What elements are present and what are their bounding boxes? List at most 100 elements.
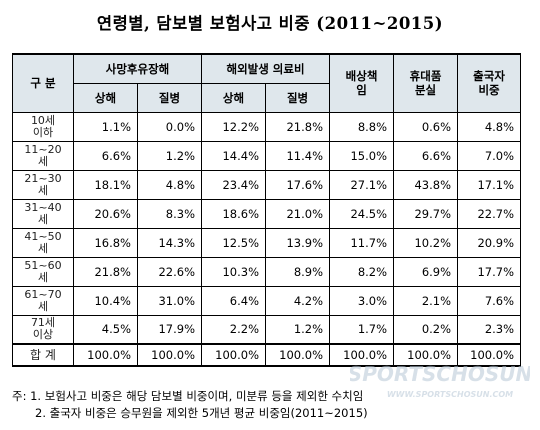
table-cell: 1.2%	[265, 314, 331, 345]
row-label-text: 11~20세	[24, 142, 62, 168]
table-cell: 4.2%	[265, 285, 331, 316]
table-cell: 1.2%	[136, 140, 203, 171]
header-departure-ratio-label: 출국자비중	[473, 69, 505, 98]
header-departure-ratio: 출국자비중	[457, 53, 522, 113]
table-cell: 11.7%	[329, 227, 395, 258]
table-cell: 24.5%	[329, 198, 395, 229]
table-row: 41~50세 16.8% 14.3% 12.5% 13.9% 11.7% 10.…	[12, 227, 522, 258]
header-death-disability: 사망후유장해	[72, 53, 203, 84]
table-cell: 17.6%	[265, 169, 331, 200]
table-cell: 6.9%	[393, 256, 459, 287]
table-cell: 4.8%	[136, 169, 203, 200]
header-gubun: 구 분	[12, 53, 74, 113]
row-label-text: 10세이하	[30, 113, 56, 139]
table-cell: 31.0%	[136, 285, 203, 316]
header-liability-label: 배상책임	[345, 69, 378, 98]
table-cell: 12.2%	[201, 111, 267, 142]
subheader-injury-2: 상해	[201, 82, 267, 113]
table-cell: 27.1%	[329, 169, 395, 200]
table-cell: 6.6%	[73, 140, 138, 171]
subheader-disease-2: 질병	[265, 82, 331, 113]
table-row: 11~20세 6.6% 1.2% 14.4% 11.4% 15.0% 6.6% …	[12, 140, 522, 171]
table-cell: 8.8%	[329, 111, 395, 142]
table-cell: 3.0%	[329, 285, 395, 316]
table-cell: 17.7%	[457, 256, 522, 287]
table-cell: 14.4%	[201, 140, 267, 171]
table-cell: 10.3%	[201, 256, 267, 287]
row-label: 21~30세	[12, 169, 74, 200]
header-portable-loss-label: 휴대품분실	[409, 69, 442, 98]
table-cell: 15.0%	[329, 140, 395, 171]
total-cell: 100.0%	[73, 343, 138, 367]
table-cell: 8.3%	[136, 198, 203, 229]
table-cell: 6.6%	[393, 140, 459, 171]
total-cell: 100.0%	[393, 343, 459, 367]
row-label: 10세이하	[12, 111, 74, 142]
table-cell: 29.7%	[393, 198, 459, 229]
table-row: 10세이하 1.1% 0.0% 12.2% 21.8% 8.8% 0.6% 4.…	[12, 111, 522, 142]
table-cell: 22.7%	[457, 198, 522, 229]
table-cell: 4.8%	[457, 111, 522, 142]
table-row: 51~60세 21.8% 22.6% 10.3% 8.9% 8.2% 6.9% …	[12, 256, 522, 287]
table-row: 21~30세 18.1% 4.8% 23.4% 17.6% 27.1% 43.8…	[12, 169, 522, 200]
total-cell: 100.0%	[329, 343, 395, 367]
table-cell: 1.7%	[329, 314, 395, 345]
table-cell: 7.0%	[457, 140, 522, 171]
header-overseas-medical: 해외발생 의료비	[201, 53, 331, 84]
table-row: 71세이상 4.5% 17.9% 2.2% 1.2% 1.7% 0.2% 2.3…	[12, 314, 522, 345]
header-liability: 배상책임	[329, 53, 395, 113]
row-label-text: 61~70세	[24, 287, 62, 313]
row-label: 71세이상	[12, 314, 74, 345]
table-cell: 11.4%	[265, 140, 331, 171]
total-cell: 100.0%	[457, 343, 522, 367]
total-cell: 100.0%	[201, 343, 267, 367]
header-portable-loss: 휴대품분실	[393, 53, 459, 113]
table-cell: 8.9%	[265, 256, 331, 287]
row-label: 11~20세	[12, 140, 74, 171]
table-cell: 17.9%	[136, 314, 203, 345]
row-label: 41~50세	[12, 227, 74, 258]
row-label: 31~40세	[12, 198, 74, 229]
row-label-text: 31~40세	[24, 200, 62, 226]
table-cell: 0.0%	[136, 111, 203, 142]
table-cell: 18.6%	[201, 198, 267, 229]
table-cell: 2.3%	[457, 314, 522, 345]
table-cell: 2.1%	[393, 285, 459, 316]
subheader-injury-1: 상해	[73, 82, 138, 113]
total-cell: 100.0%	[265, 343, 331, 367]
row-label-text: 71세이상	[30, 316, 56, 342]
total-cell: 100.0%	[136, 343, 203, 367]
footnote-2: 2. 출국자 비중은 승무원을 제외한 5개년 평균 비중임(2011~2015…	[35, 406, 368, 420]
row-label: 61~70세	[12, 285, 74, 316]
table-cell: 10.2%	[393, 227, 459, 258]
total-row: 합 계 100.0% 100.0% 100.0% 100.0% 100.0% 1…	[12, 343, 522, 367]
table-cell: 22.6%	[136, 256, 203, 287]
insurance-ratio-table: 구 분 사망후유장해 해외발생 의료비 배상책임 휴대품분실 출국자비중 상해 …	[12, 53, 522, 367]
table-cell: 0.6%	[393, 111, 459, 142]
table-cell: 1.1%	[73, 111, 138, 142]
table-cell: 14.3%	[136, 227, 203, 258]
row-label: 51~60세	[12, 256, 74, 287]
table-cell: 21.8%	[265, 111, 331, 142]
subheader-disease-1: 질병	[136, 82, 203, 113]
table-cell: 7.6%	[457, 285, 522, 316]
table-cell: 20.9%	[457, 227, 522, 258]
table-row: 61~70세 10.4% 31.0% 6.4% 4.2% 3.0% 2.1% 7…	[12, 285, 522, 316]
page-title: 연령별, 담보별 보험사고 비중 (2011~2015)	[96, 14, 444, 33]
table-cell: 23.4%	[201, 169, 267, 200]
table-cell: 16.8%	[73, 227, 138, 258]
table-cell: 0.2%	[393, 314, 459, 345]
table-cell: 18.1%	[73, 169, 138, 200]
table-cell: 21.0%	[265, 198, 331, 229]
table-cell: 21.8%	[73, 256, 138, 287]
table-cell: 6.4%	[201, 285, 267, 316]
table-cell: 4.5%	[73, 314, 138, 345]
table-cell: 13.9%	[265, 227, 331, 258]
table-row: 31~40세 20.6% 8.3% 18.6% 21.0% 24.5% 29.7…	[12, 198, 522, 229]
table-cell: 43.8%	[393, 169, 459, 200]
table-cell: 10.4%	[73, 285, 138, 316]
table-cell: 8.2%	[329, 256, 395, 287]
row-label-text: 41~50세	[24, 229, 62, 255]
table-cell: 17.1%	[457, 169, 522, 200]
row-label-text: 21~30세	[24, 171, 62, 197]
